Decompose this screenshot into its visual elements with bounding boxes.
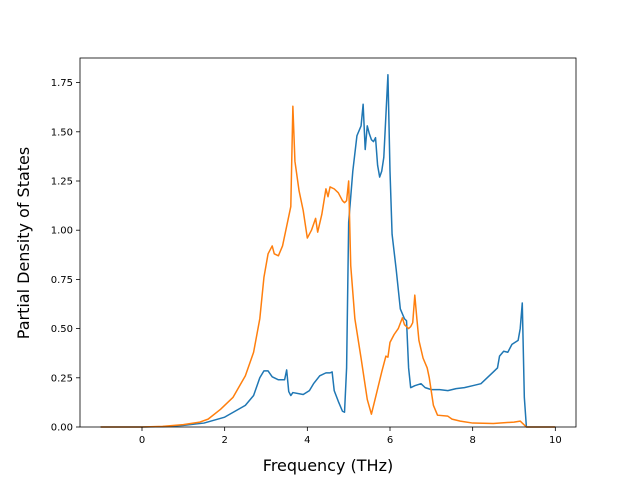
y-tick-label: 1.25 (51, 177, 73, 188)
y-tick-label: 0.00 (51, 423, 73, 434)
y-tick-label: 1.50 (51, 127, 73, 138)
y-tick-label: 1.00 (51, 226, 73, 237)
series-line-2 (100, 105, 556, 428)
y-axis-ticks: 0.00 0.25 0.50 0.75 1.00 1.25 1.50 1.75 (51, 78, 80, 434)
x-tick-label: 8 (469, 435, 475, 446)
x-tick-label: 6 (387, 435, 393, 446)
y-axis-label: Partial Density of States (14, 147, 33, 339)
series-layer (100, 73, 556, 428)
series-line-1 (100, 73, 556, 428)
plot-frame (79, 57, 577, 428)
y-tick-label: 0.75 (51, 275, 73, 286)
y-tick-label: 1.75 (51, 78, 73, 89)
x-axis-label: Frequency (THz) (263, 456, 393, 475)
x-axis-ticks: 0 2 4 6 8 10 (139, 427, 562, 446)
x-tick-label: 2 (221, 435, 227, 446)
x-tick-label: 10 (549, 435, 562, 446)
y-tick-label: 0.50 (51, 324, 73, 335)
y-tick-label: 0.25 (51, 373, 73, 384)
x-tick-label: 0 (139, 435, 145, 446)
x-tick-label: 4 (304, 435, 310, 446)
